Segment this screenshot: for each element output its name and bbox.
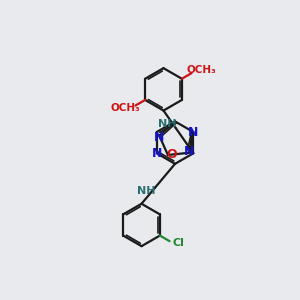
Text: N: N [184, 145, 194, 158]
Text: Cl: Cl [172, 238, 184, 248]
Text: NH: NH [137, 186, 156, 196]
Text: N: N [188, 125, 199, 139]
Text: OCH₃: OCH₃ [186, 65, 216, 75]
Text: OCH₃: OCH₃ [111, 103, 141, 113]
Text: NH: NH [158, 119, 176, 129]
Text: N: N [152, 147, 162, 160]
Text: N: N [154, 130, 164, 144]
Text: O: O [166, 148, 177, 161]
